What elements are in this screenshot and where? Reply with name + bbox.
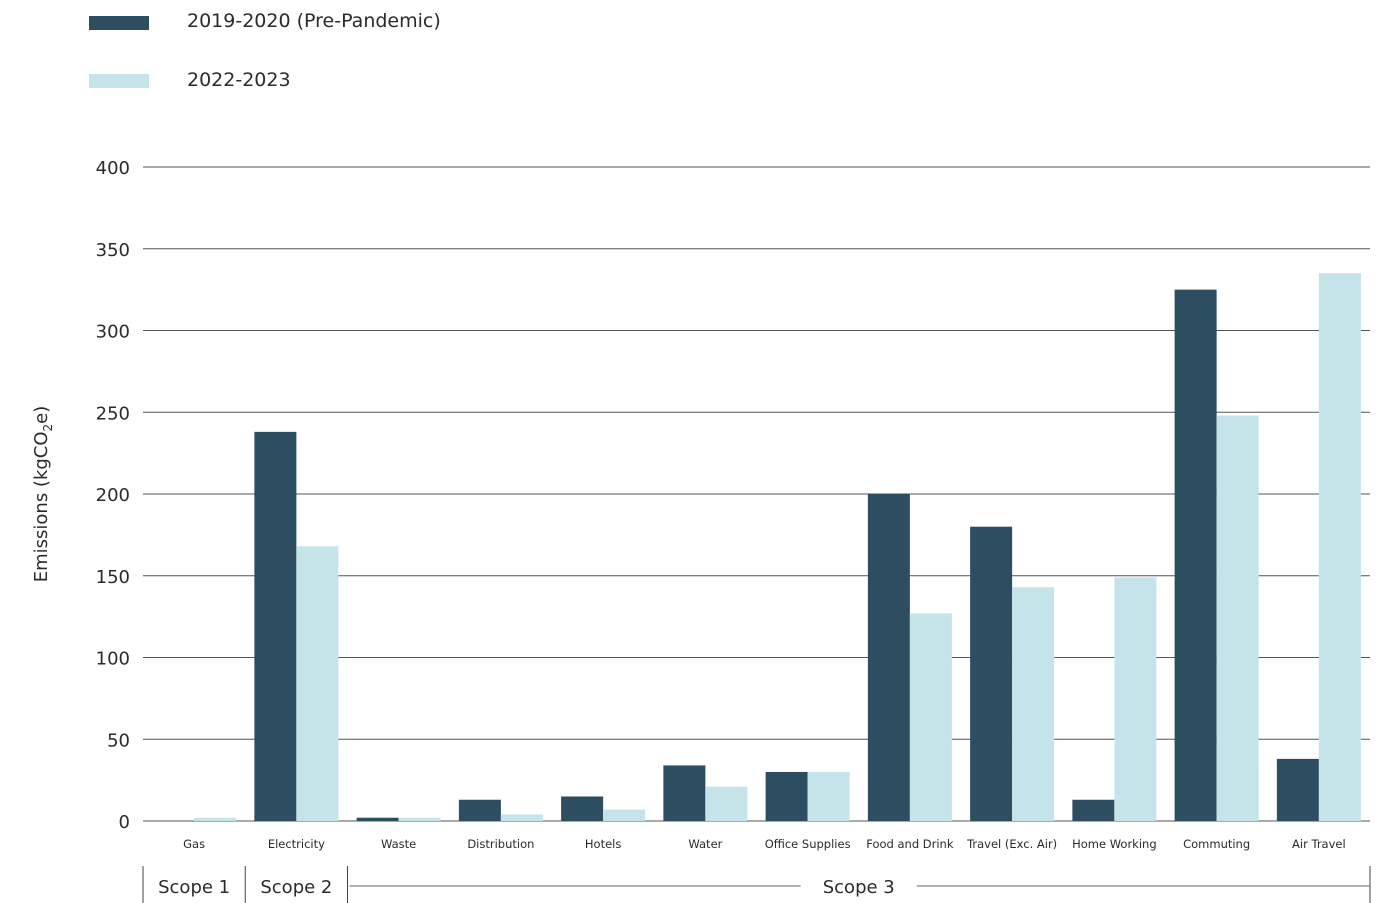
bar-food-and-drink-series-2 (909, 613, 952, 821)
bar-electricity-series-2 (296, 546, 339, 821)
x-tick-label-water: Water (688, 837, 722, 851)
y-tick-label-50: 50 (107, 730, 130, 751)
x-tick-label-food-and-drink: Food and Drink (866, 837, 954, 851)
bar-commuting-series-1 (1174, 289, 1217, 821)
y-axis-label-main: Emissions (kgCO (31, 431, 52, 582)
scope-label-scope-2: Scope 2 (260, 877, 332, 898)
bars (194, 273, 1361, 821)
x-tick-label-home-working: Home Working (1072, 837, 1157, 851)
legend-swatch-series-2 (89, 74, 149, 88)
y-axis-ticks: 0 50 100 150 200 250 300 350 400 (96, 158, 130, 833)
bar-hotels-series-1 (561, 796, 604, 821)
bar-hotels-series-2 (603, 809, 646, 821)
bar-office-supplies-series-2 (807, 771, 850, 821)
scope-label-scope-1: Scope 1 (158, 877, 230, 898)
bar-distribution-series-1 (458, 799, 501, 821)
bar-waste-series-1 (356, 817, 399, 821)
y-tick-label-400: 400 (96, 158, 130, 179)
y-tick-label-250: 250 (96, 403, 130, 424)
bar-air-travel-series-2 (1318, 273, 1361, 821)
x-tick-label-electricity: Electricity (268, 837, 325, 851)
y-axis-label-subscript: 2 (41, 424, 55, 432)
bar-distribution-series-2 (500, 814, 543, 821)
y-tick-label-150: 150 (96, 567, 130, 588)
y-axis-label: Emissions (kgCO2e) (31, 406, 55, 583)
bar-air-travel-series-1 (1276, 758, 1319, 821)
legend-label-series-1: 2019-2020 (Pre-Pandemic) (187, 10, 441, 32)
x-tick-label-distribution: Distribution (467, 837, 534, 851)
y-tick-label-350: 350 (96, 240, 130, 261)
bar-waste-series-2 (398, 817, 441, 821)
bar-travel-exc-air-series-1 (970, 526, 1013, 821)
x-axis-category-labels: Gas Electricity Waste Distribution Hotels Wat… (183, 837, 1346, 851)
gridlines (143, 166, 1370, 822)
x-tick-label-waste: Waste (381, 837, 416, 851)
bar-travel-exc-air-series-2 (1012, 587, 1055, 821)
legend-swatch-series-1 (89, 16, 149, 30)
y-tick-label-0: 0 (119, 812, 130, 833)
bar-home-working-series-1 (1072, 799, 1115, 821)
bar-commuting-series-2 (1216, 415, 1259, 821)
y-tick-label-200: 200 (96, 485, 130, 506)
bar-water-series-1 (663, 765, 706, 821)
bar-office-supplies-series-1 (765, 771, 808, 821)
x-tick-label-gas: Gas (183, 837, 205, 851)
bar-gas-series-2 (194, 817, 237, 821)
bar-food-and-drink-series-1 (867, 494, 910, 821)
bar-electricity-series-1 (254, 431, 297, 821)
y-tick-label-300: 300 (96, 322, 130, 343)
scope-groups: Scope 1 Scope 2 Scope 3 (142, 866, 1371, 903)
scope-label-scope-3: Scope 3 (823, 877, 895, 898)
x-tick-label-hotels: Hotels (585, 837, 621, 851)
x-tick-label-office-supplies: Office Supplies (765, 837, 851, 851)
x-tick-label-commuting: Commuting (1183, 837, 1250, 851)
y-axis-label-suffix: e) (31, 406, 52, 424)
legend-label-series-2: 2022-2023 (187, 69, 291, 91)
x-tick-label-air-travel: Air Travel (1292, 837, 1346, 851)
y-tick-label-100: 100 (96, 649, 130, 670)
bar-water-series-2 (705, 786, 748, 821)
x-tick-label-travel-exc-air: Travel (Exc. Air) (966, 837, 1057, 851)
bar-home-working-series-2 (1114, 577, 1157, 821)
